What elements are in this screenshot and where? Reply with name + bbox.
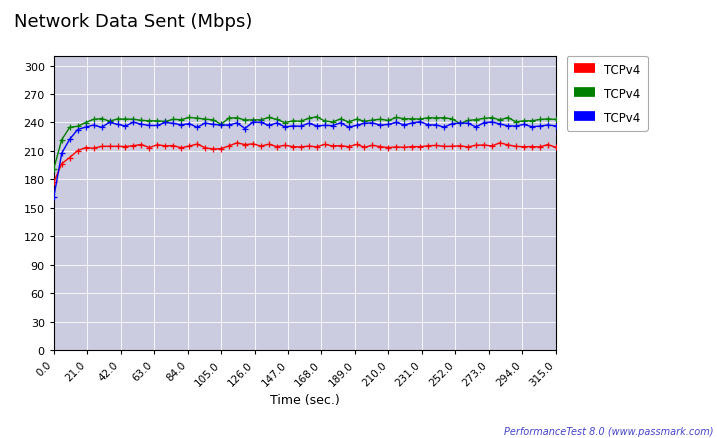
Line: TCPv4: TCPv4 — [51, 120, 559, 201]
TCPv4 — [313, 115, 321, 120]
TCPv4 — [49, 195, 58, 201]
TCPv4 — [336, 117, 345, 122]
TCPv4 — [113, 122, 122, 127]
TCPv4 — [384, 119, 393, 124]
TCPv4 — [551, 145, 560, 151]
X-axis label: Time (sec.): Time (sec.) — [270, 393, 340, 406]
TCPv4 — [376, 117, 385, 123]
Line: TCPv4: TCPv4 — [51, 141, 559, 186]
Text: PerformanceTest 8.0 (www.passmark.com): PerformanceTest 8.0 (www.passmark.com) — [504, 426, 713, 436]
Text: Network Data Sent (Mbps): Network Data Sent (Mbps) — [14, 13, 252, 31]
TCPv4 — [49, 180, 58, 185]
TCPv4 — [49, 166, 58, 172]
TCPv4 — [416, 120, 424, 125]
TCPv4 — [495, 141, 504, 146]
TCPv4 — [376, 145, 385, 150]
TCPv4 — [368, 121, 376, 126]
Legend: TCPv4, TCPv4, TCPv4: TCPv4, TCPv4, TCPv4 — [566, 57, 647, 131]
Line: TCPv4: TCPv4 — [51, 115, 559, 172]
TCPv4 — [551, 117, 560, 123]
TCPv4 — [113, 145, 122, 150]
TCPv4 — [296, 145, 305, 150]
TCPv4 — [551, 124, 560, 129]
TCPv4 — [257, 118, 265, 123]
TCPv4 — [368, 143, 376, 148]
TCPv4 — [257, 120, 265, 126]
TCPv4 — [328, 144, 337, 149]
TCPv4 — [296, 124, 305, 130]
TCPv4 — [257, 144, 265, 149]
TCPv4 — [376, 123, 385, 128]
TCPv4 — [113, 117, 122, 122]
TCPv4 — [296, 119, 305, 124]
TCPv4 — [328, 124, 337, 129]
